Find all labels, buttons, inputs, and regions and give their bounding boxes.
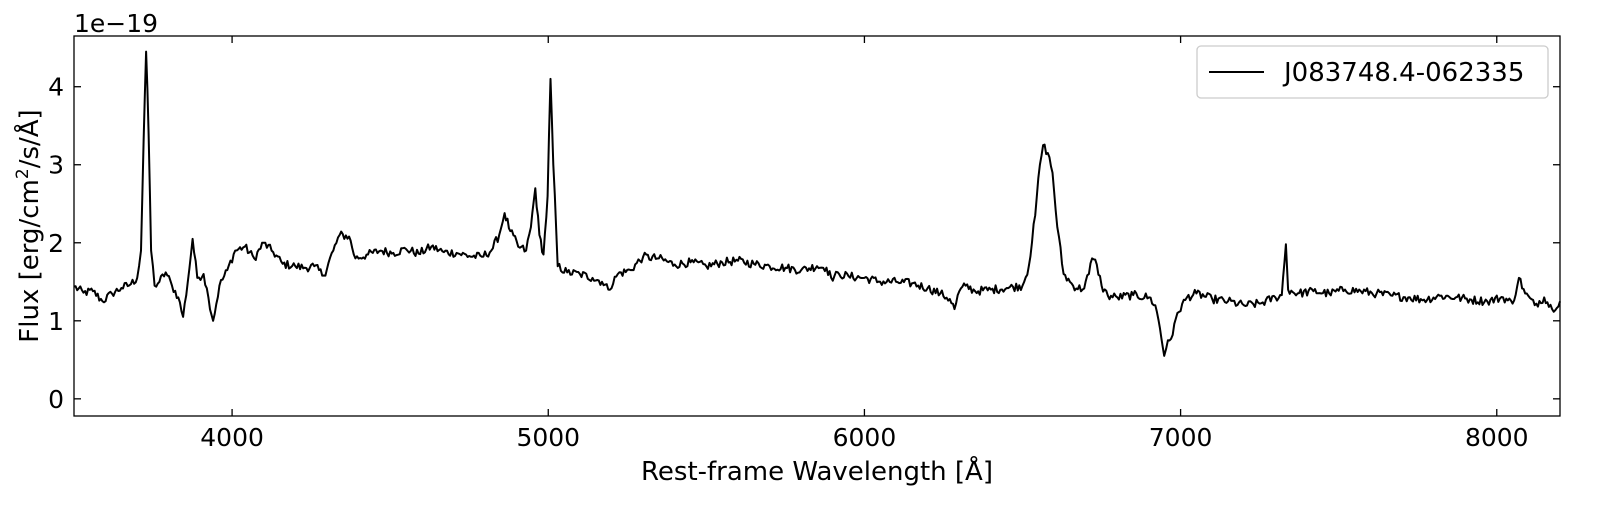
legend-box xyxy=(1196,45,1549,99)
plot-frame xyxy=(73,35,1561,417)
y-axis-label-main: Flux [erg/cm xyxy=(15,179,45,343)
spectrum-series-line xyxy=(73,50,1561,357)
y-axis-label: Flux [erg/cm2/s/Å] xyxy=(13,109,45,342)
y-axis-label-superscript: 2 xyxy=(13,168,33,179)
y-tick-label-0: 0 xyxy=(48,385,64,414)
x-tick-label-4000: 4000 xyxy=(200,423,264,452)
y-axis-label-unit: /s/Å] xyxy=(13,109,45,168)
y-axis: 0 1 2 3 4 xyxy=(48,73,1560,414)
x-axis-label: Rest-frame Wavelength [Å] xyxy=(641,455,993,487)
x-tick-label-5000: 5000 xyxy=(516,423,580,452)
legend-entry-label: J083748.4-062335 xyxy=(1282,58,1524,88)
y-tick-label-2: 2 xyxy=(48,229,64,258)
legend: J083748.4-062335 xyxy=(1196,45,1549,99)
y-tick-label-4: 4 xyxy=(48,73,64,102)
y-tick-label-3: 3 xyxy=(48,151,64,180)
y-tick-label-1: 1 xyxy=(48,307,64,336)
y-offset-text: 1e−19 xyxy=(74,9,158,38)
x-axis: 4000 5000 6000 7000 8000 xyxy=(200,36,1529,452)
x-tick-label-7000: 7000 xyxy=(1149,423,1213,452)
x-tick-label-8000: 8000 xyxy=(1465,423,1529,452)
x-tick-label-6000: 6000 xyxy=(833,423,897,452)
